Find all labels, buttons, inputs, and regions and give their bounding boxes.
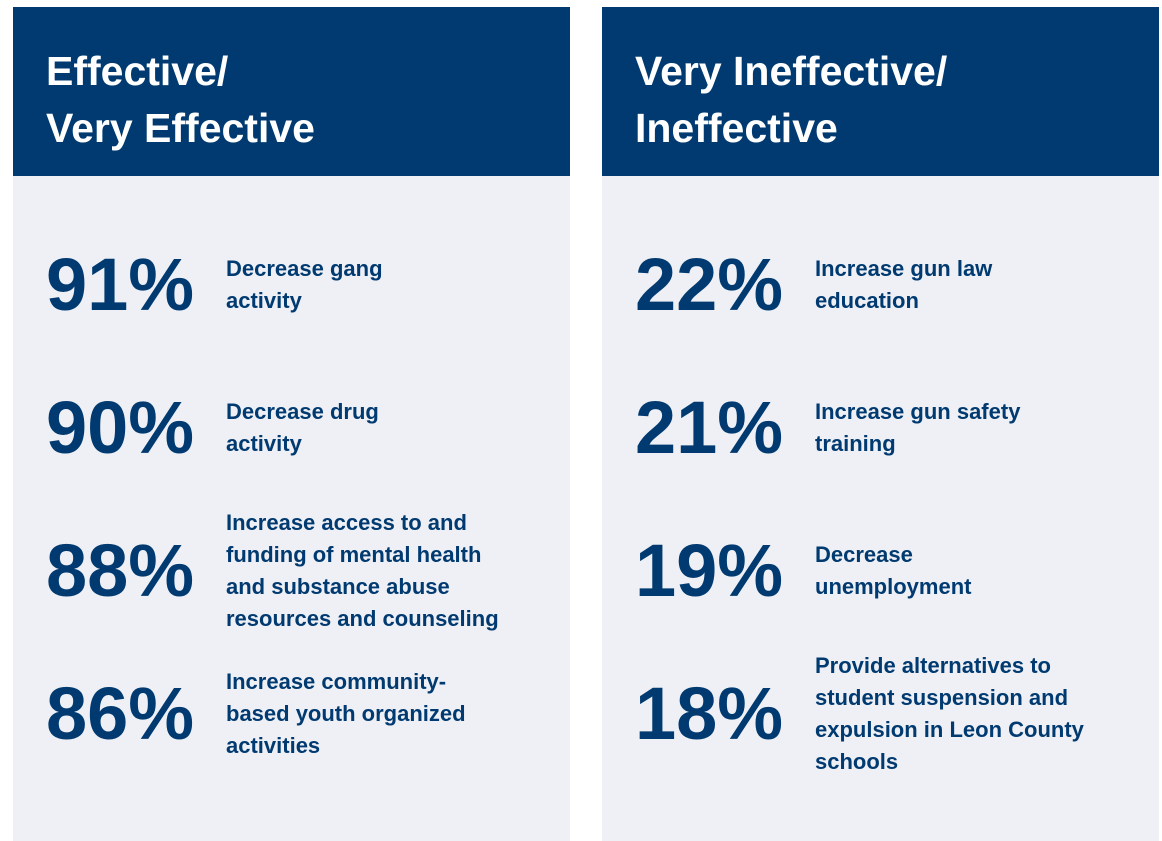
stat-item: 86% Increase community-based youth organi… <box>46 642 560 785</box>
stat-item: 90% Decrease drug activity <box>46 356 560 499</box>
panel: Very Ineffective/Ineffective 22% Increase … <box>602 7 1159 841</box>
stat-item: 22% Increase gun law education <box>635 213 1149 356</box>
stat-description: Increase community-based youth organized… <box>226 666 466 762</box>
stat-item: 88% Increase access to and funding of ment… <box>46 499 560 642</box>
stat-item: 91% Decrease gang activity <box>46 213 560 356</box>
description-line: training <box>815 430 896 456</box>
stat-item: 18% Provide alternatives to student suspen… <box>635 642 1149 785</box>
panel-header: Very Ineffective/Ineffective <box>602 7 1159 176</box>
stat-value: 21% <box>635 385 784 469</box>
stat-description: Decrease drug activity <box>226 396 379 460</box>
description-line: Increase gun safety <box>815 398 1021 424</box>
panel-title-line: Ineffective <box>635 105 838 151</box>
stat-description: Decrease unemployment <box>815 539 971 603</box>
stat-value: 18% <box>635 671 784 755</box>
stat-description: Increase gun law education <box>815 253 992 317</box>
description-line: Decrease gang <box>226 255 383 281</box>
description-line: Increase access to and <box>226 509 467 535</box>
description-line: Provide alternatives to <box>815 652 1051 678</box>
stat-description: Increase gun safety training <box>815 396 1020 460</box>
description-line: activity <box>226 287 302 313</box>
description-line: funding of mental health <box>226 541 482 567</box>
stat-value: 90% <box>46 385 195 469</box>
stat-item: 19% Decrease unemployment <box>635 499 1149 642</box>
stat-item: 21% Increase gun safety training <box>635 356 1149 499</box>
panel-title-line: Effective/ <box>46 48 229 94</box>
description-line: and substance abuse <box>226 573 450 599</box>
description-line: Increase gun law <box>815 255 993 281</box>
stat-description: Provide alternatives to student suspensio… <box>815 650 1084 778</box>
description-line: based youth organized <box>226 700 466 726</box>
stat-value: 88% <box>46 528 195 612</box>
panel-title-line: Very Effective <box>46 105 315 151</box>
stat-description: Decrease gang activity <box>226 253 383 317</box>
description-line: schools <box>815 748 899 774</box>
description-line: unemployment <box>815 573 972 599</box>
description-line: Decrease <box>815 541 913 567</box>
description-line: Increase community- <box>226 668 447 694</box>
description-line: activities <box>226 732 321 758</box>
description-line: activity <box>226 430 302 456</box>
description-line: education <box>815 287 919 313</box>
item-list: 22% Increase gun law education 21% Increase … <box>635 213 1149 785</box>
stat-description: Increase access to and funding of mental … <box>226 507 499 635</box>
panel-header: Effective/Very Effective <box>13 7 570 176</box>
panel: Effective/Very Effective 91% Decrease gang… <box>13 7 570 841</box>
stat-value: 19% <box>635 528 784 612</box>
description-line: expulsion in Leon County <box>815 716 1084 742</box>
description-line: Decrease drug <box>226 398 379 424</box>
stat-value: 91% <box>46 242 195 326</box>
stat-value: 22% <box>635 242 784 326</box>
panel-title-line: Very Ineffective/ <box>635 48 948 94</box>
item-list: 91% Decrease gang activity 90% Decrease drug… <box>46 213 560 785</box>
stat-value: 86% <box>46 671 195 755</box>
description-line: student suspension and <box>815 684 1069 710</box>
description-line: resources and counseling <box>226 605 499 631</box>
